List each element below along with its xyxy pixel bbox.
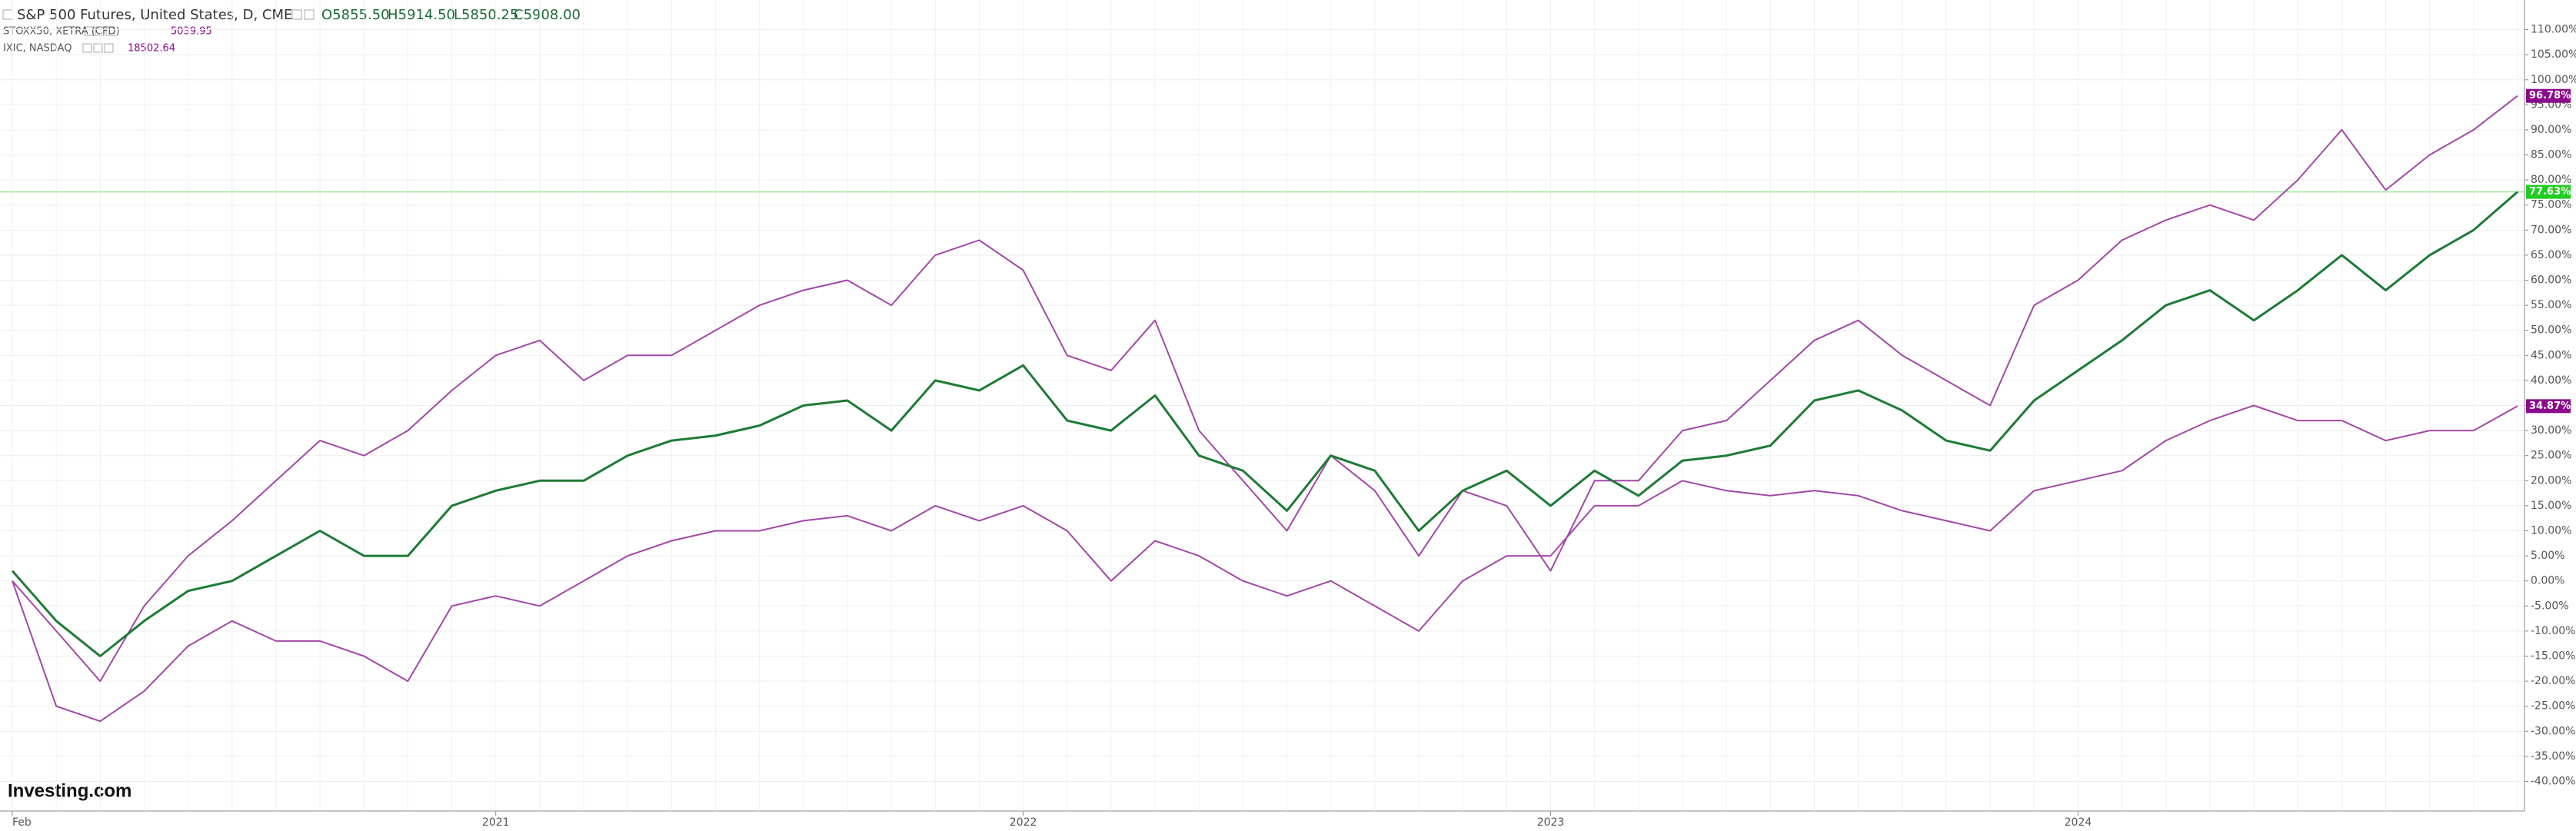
y-tick-label: 15.00% (2531, 500, 2571, 512)
series-line (12, 404, 2518, 723)
header-icons (2, 9, 315, 53)
series-line (11, 191, 2518, 657)
x-tick-label: 2023 (1537, 816, 1565, 829)
y-tick-label: -20.00% (2531, 675, 2575, 687)
x-tick-label: 2021 (482, 816, 510, 829)
y-tick-label: 105.00% (2531, 48, 2576, 61)
y-tick-label: -15.00% (2531, 650, 2575, 662)
grid (0, 0, 2524, 811)
y-tick-label: 30.00% (2531, 424, 2571, 437)
quote: L5850.25 (454, 7, 518, 23)
y-tick-label: -5.00% (2531, 600, 2569, 612)
value-label: 77.63% (2529, 186, 2571, 198)
y-tick-label: -40.00% (2531, 775, 2575, 787)
value-label-box (2526, 184, 2571, 199)
y-tick-label: 85.00% (2531, 149, 2571, 161)
quote: O5855.50 (321, 7, 390, 23)
value-label-box (2526, 399, 2571, 414)
x-tick-label: 2024 (2065, 816, 2092, 829)
y-tick-label: 50.00% (2531, 324, 2571, 337)
value-label: 96.78% (2529, 90, 2571, 101)
header-title: S&P 500 Futures, United States, D, CME (17, 7, 292, 23)
y-tick-label: 100.00% (2531, 74, 2576, 86)
value-label-box (2526, 88, 2571, 103)
y-tick-label: 60.00% (2531, 274, 2571, 287)
y-tick-label: -30.00% (2531, 725, 2575, 737)
y-tick-label: 90.00% (2531, 124, 2571, 136)
y-tick-label: 80.00% (2531, 174, 2571, 186)
y-tick-label: -25.00% (2531, 700, 2575, 713)
y-tick-label: 110.00% (2531, 24, 2576, 36)
x-tick-label: Feb (12, 816, 32, 829)
y-tick-label: 10.00% (2531, 524, 2571, 537)
watermark: Investing.com (8, 780, 131, 801)
legend-quote: 5039.95 (171, 26, 212, 38)
series-line (12, 95, 2518, 683)
legend-entry: IXIC, NASDAQ (3, 43, 72, 55)
value-label: 34.87% (2529, 401, 2571, 412)
quote: C5908.00 (514, 7, 581, 23)
y-tick-label: 40.00% (2531, 374, 2571, 387)
y-tick-label: 70.00% (2531, 224, 2571, 236)
y-tick-label: 25.00% (2531, 450, 2571, 462)
y-tick-label: 5.00% (2531, 550, 2564, 562)
y-tick-label: 45.00% (2531, 349, 2571, 361)
quote: H5914.50 (388, 7, 455, 23)
y-tick-label: 20.00% (2531, 474, 2571, 487)
legend-quote: 18502.64 (128, 43, 175, 55)
x-tick-label: 2022 (1010, 816, 1037, 829)
y-tick-label: -10.00% (2531, 625, 2575, 637)
legend-entry: STOXX50, XETRA (CFD) (3, 26, 120, 38)
y-tick-label: 0.00% (2531, 575, 2564, 587)
y-tick-label: -35.00% (2531, 750, 2575, 763)
y-tick-label: 75.00% (2531, 199, 2571, 211)
y-tick-label: 65.00% (2531, 249, 2571, 261)
y-tick-label: 55.00% (2531, 299, 2571, 311)
